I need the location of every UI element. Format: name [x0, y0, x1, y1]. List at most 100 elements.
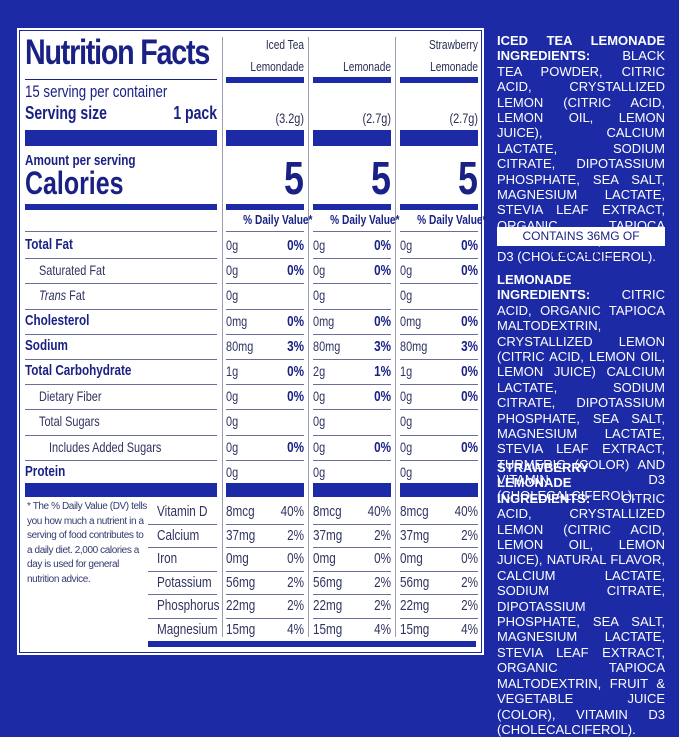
column-name-line1: Strawberry: [428, 37, 478, 52]
nutrient-dv: 0%: [287, 262, 304, 280]
vitamin-dv: 2%: [461, 526, 478, 544]
nutrient-label: Trans Fat: [39, 287, 85, 303]
vitamin-dv: 0%: [374, 550, 391, 567]
vitamin-dv: 2%: [287, 597, 304, 614]
vitamin-dv: 40%: [280, 503, 304, 520]
column-thick-bar: [313, 483, 391, 497]
serving-weight: (2.7g): [362, 110, 391, 126]
nutrient-amount: 0g: [313, 262, 326, 279]
divider: [226, 359, 304, 360]
divider: [226, 384, 304, 386]
column-divider: [395, 37, 396, 637]
nutrient-dv: 0%: [461, 438, 478, 456]
vitamin-dv: 4%: [374, 620, 391, 638]
divider: [226, 434, 304, 436]
divider: [400, 617, 478, 619]
thick-bar: [25, 483, 217, 497]
vitamin-amount: 22mg: [313, 597, 343, 614]
nutrition-facts-title: Nutrition Facts: [25, 33, 210, 72]
divider: [25, 231, 217, 232]
column-medium-bar: [226, 204, 304, 210]
serving-size-value: 1 pack: [173, 103, 217, 123]
column-medium-bar: [400, 204, 478, 210]
divider: [148, 523, 217, 525]
nutrient-name: Dietary Fiber: [39, 388, 102, 405]
column-divider: [308, 37, 309, 637]
serving-weight: (3.2g): [275, 110, 304, 126]
nutrient-label: Protein: [25, 463, 65, 480]
nutrient-label: Dietary Fiber: [39, 388, 102, 404]
divider: [226, 547, 304, 548]
divider: [148, 547, 217, 548]
vitamin-dv: 0%: [287, 550, 304, 567]
vitamin-dv: 2%: [287, 526, 304, 544]
divider: [25, 359, 217, 360]
vitamin-amount: 8mcg: [400, 503, 429, 520]
column-thick-bar: [226, 483, 304, 497]
vitamin-amount: 0mg: [313, 550, 336, 567]
nutrient-name: Saturated Fat: [39, 262, 106, 279]
column-name-line2: Lemonade: [430, 59, 478, 74]
nutrient-dv: 0%: [374, 388, 391, 406]
divider: [400, 359, 478, 360]
nutrient-amount: 0g: [400, 237, 413, 253]
nutrient-amount: 0g: [226, 438, 239, 455]
nutrient-amount: 0g: [226, 237, 239, 253]
divider: [148, 570, 217, 572]
divider: [400, 434, 478, 436]
nutrient-amount: 0g: [400, 388, 413, 405]
divider: [313, 594, 391, 595]
divider: [226, 283, 304, 285]
divider: [25, 308, 217, 310]
vitamin-dv: 4%: [287, 620, 304, 638]
daily-value-header: % Daily Value*: [243, 212, 313, 227]
nutrient-name: Includes Added Sugars: [49, 438, 162, 455]
panel-border: [19, 30, 482, 653]
nutrient-amount: 0g: [313, 287, 326, 304]
calories-value: 5: [458, 152, 478, 204]
divider: [313, 459, 391, 461]
divider: [313, 359, 391, 360]
nutrient-amount: 0mg: [400, 312, 422, 329]
divider: [25, 409, 217, 411]
calories-value: 5: [371, 152, 391, 204]
divider: [226, 459, 304, 461]
divider: [400, 283, 478, 285]
divider: [148, 617, 217, 619]
vitamin-name: Iron: [157, 550, 178, 567]
vitamin-name: Potassium: [157, 573, 212, 591]
divider: [313, 283, 391, 285]
vitamin-dv: 4%: [461, 620, 478, 638]
divider: [25, 79, 217, 80]
nutrient-amount: 0g: [226, 287, 239, 304]
nutrient-name: Total Carbohydrate: [25, 362, 132, 379]
nutrient-amount: 80mg: [400, 337, 428, 354]
nutrient-amount: 0g: [400, 413, 413, 430]
nutrient-amount: 0g: [226, 463, 239, 480]
nutrient-amount: 0g: [313, 237, 326, 253]
nutrient-label: Total Carbohydrate: [25, 363, 131, 379]
divider: [313, 409, 391, 411]
bottom-bar: [148, 641, 476, 647]
nutrient-label: Sodium: [25, 337, 68, 354]
divider: [148, 594, 217, 595]
divider: [400, 384, 478, 386]
nutrient-dv: 0%: [461, 388, 478, 406]
divider: [400, 459, 478, 461]
vitamin-amount: 56mg: [226, 573, 256, 591]
column-bar: [226, 77, 304, 83]
vitamin-amount: 37mg: [226, 526, 256, 544]
vitamin-amount: 15mg: [400, 620, 430, 638]
column-medium-bar: [313, 204, 391, 210]
nutrient-dv: 0%: [461, 237, 478, 254]
column-thick-bar: [313, 130, 391, 146]
column-thick-bar: [226, 130, 304, 146]
divider: [226, 258, 304, 260]
nutrient-dv: 0%: [287, 388, 304, 406]
nutrient-amount: 0g: [400, 438, 413, 455]
nutrient-label: Total Fat: [25, 237, 73, 253]
nutrient-amount: 0mg: [313, 312, 335, 329]
nutrient-dv: 0%: [461, 312, 478, 330]
nutrient-label: Includes Added Sugars: [49, 439, 161, 455]
divider: [313, 570, 391, 572]
